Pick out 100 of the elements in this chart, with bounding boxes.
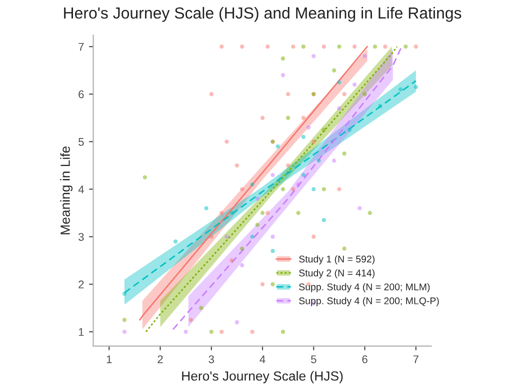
point: [342, 92, 346, 96]
point: [220, 330, 224, 334]
y-tick-label: 7: [78, 42, 84, 51]
point: [291, 187, 296, 192]
point: [322, 128, 326, 132]
point: [296, 210, 300, 216]
point: [250, 182, 254, 187]
point: [260, 210, 265, 216]
x-tick-label: 5: [311, 355, 316, 364]
point: [204, 206, 208, 210]
point: [224, 234, 229, 239]
point: [312, 54, 316, 58]
point: [270, 234, 275, 239]
point: [199, 306, 204, 310]
point: [362, 92, 367, 96]
point: [322, 218, 326, 222]
point: [301, 116, 306, 120]
point: [312, 140, 316, 144]
x-tick-label: 4: [260, 355, 266, 364]
point: [280, 73, 286, 78]
legend-label: Study 2 (N = 414): [299, 269, 375, 278]
point: [322, 44, 326, 49]
point: [332, 68, 336, 72]
chart-title: Hero's Journey Scale (HJS) and Meaning in Life Ratings: [64, 6, 462, 22]
point: [322, 187, 326, 192]
point: [286, 92, 290, 96]
x-tick-label: 7: [413, 355, 418, 364]
point: [347, 128, 352, 132]
point: [372, 44, 378, 49]
point: [255, 222, 260, 227]
point: [280, 187, 286, 192]
x-tick-label: 3: [208, 355, 214, 364]
point: [122, 318, 127, 322]
point: [234, 320, 240, 324]
point: [240, 187, 244, 192]
point: [188, 318, 194, 322]
point: [234, 163, 240, 168]
point: [266, 44, 270, 49]
point: [312, 234, 316, 239]
point: [280, 330, 286, 334]
point: [224, 140, 229, 144]
point: [352, 82, 357, 87]
y-tick-label: 6: [78, 90, 84, 98]
point: [312, 187, 316, 192]
y-tick-label: 5: [78, 138, 84, 146]
point: [368, 210, 372, 216]
point: [398, 87, 403, 92]
x-axis-title: Hero's Journey Scale (HJS): [182, 370, 343, 384]
legend-label: Supp. Study 4 (N = 200; MLQ-P): [299, 297, 439, 306]
y-tick-label: 4: [78, 186, 84, 194]
point: [230, 258, 234, 263]
point: [174, 239, 178, 244]
point: [209, 234, 214, 239]
point: [337, 106, 342, 110]
point: [266, 210, 270, 216]
point: [240, 44, 244, 49]
point: [358, 206, 362, 210]
point: [291, 44, 296, 49]
point: [342, 246, 346, 251]
point: [286, 163, 290, 168]
x-tick-label: 1: [106, 355, 112, 364]
point: [332, 158, 336, 163]
point: [220, 44, 224, 49]
x-tick-label: 6: [362, 355, 368, 364]
point: [270, 248, 275, 254]
point: [337, 187, 342, 192]
x-tick-label: 2: [158, 355, 163, 364]
point: [209, 92, 214, 96]
point: [260, 282, 265, 286]
point: [337, 44, 342, 49]
legend-label: Study 1 (N = 592): [299, 255, 375, 264]
point: [240, 246, 244, 251]
point: [301, 172, 306, 178]
legend-label: Supp. Study 4 (N = 200; MLM): [299, 283, 430, 292]
y-axis-title: Meaning in Life: [60, 146, 73, 234]
point: [414, 84, 418, 90]
point: [280, 56, 286, 61]
point: [286, 116, 290, 120]
point: [209, 330, 214, 334]
point: [255, 196, 260, 201]
point: [316, 158, 321, 163]
point: [337, 80, 342, 84]
point: [296, 182, 300, 187]
point: [306, 125, 311, 130]
point: [230, 210, 234, 216]
point: [260, 116, 265, 120]
point: [142, 175, 147, 180]
point: [383, 44, 388, 49]
y-tick-label: 3: [78, 232, 84, 241]
point: [250, 330, 254, 334]
point: [378, 104, 382, 108]
point: [240, 263, 244, 268]
point: [301, 44, 306, 49]
point: [220, 210, 224, 216]
point: [404, 44, 408, 49]
y-tick-label: 2: [78, 280, 84, 288]
point: [362, 54, 367, 58]
point: [270, 172, 275, 178]
point: [276, 144, 280, 148]
y-tick-label: 1: [78, 328, 84, 336]
